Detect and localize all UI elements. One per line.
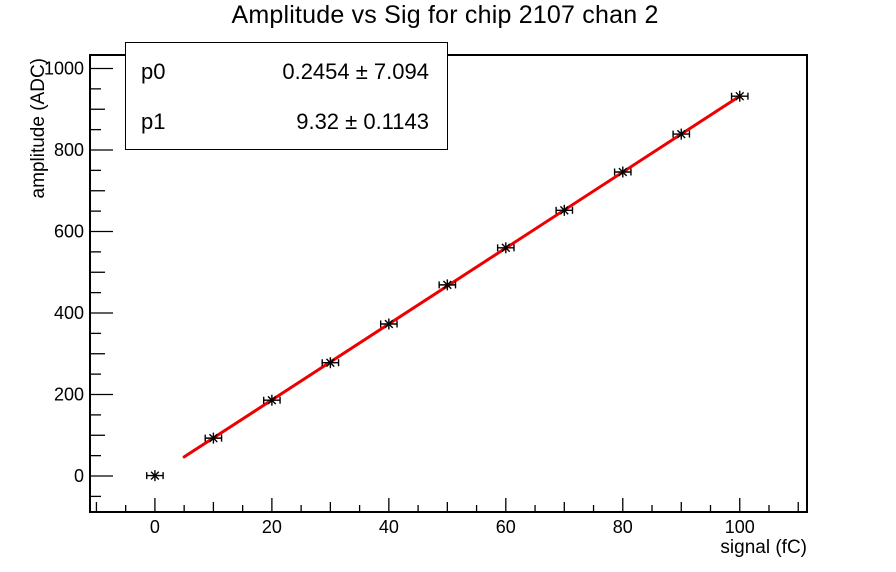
data-point-marker xyxy=(613,166,632,178)
y-tick-label: 0 xyxy=(74,466,84,486)
data-point-marker xyxy=(321,357,340,369)
stats-row-p0: p0 0.2454 ± 7.094 xyxy=(141,52,429,92)
stats-row-p1: p1 9.32 ± 0.1143 xyxy=(141,102,429,142)
x-tick-label: 20 xyxy=(262,517,282,537)
param-value-p1: 9.32 ± 0.1143 xyxy=(296,109,429,134)
plot-frame xyxy=(89,54,808,513)
y-tick-label: 200 xyxy=(54,385,84,405)
x-tick-label: 100 xyxy=(725,517,755,537)
y-tick-label: 800 xyxy=(54,140,84,160)
y-tick-label: 600 xyxy=(54,221,84,241)
param-name-p1: p1 xyxy=(141,109,166,134)
x-axis-title: signal (fC) xyxy=(720,537,807,558)
y-axis-title: amplitude (ADC) xyxy=(28,58,49,198)
data-point-marker xyxy=(496,242,515,254)
x-tick-label: 0 xyxy=(150,517,160,537)
data-point-marker xyxy=(730,90,749,102)
data-point-marker xyxy=(438,279,457,291)
x-tick-label: 40 xyxy=(379,517,399,537)
y-tick-label: 1000 xyxy=(44,58,84,78)
fit-stats-box: p0 0.2454 ± 7.094 p1 9.32 ± 0.1143 xyxy=(125,42,448,150)
data-point-marker xyxy=(555,204,574,216)
fit-line xyxy=(182,94,742,459)
data-points xyxy=(146,90,749,482)
data-point-marker xyxy=(146,470,164,482)
data-point-marker xyxy=(672,128,691,140)
chart-title: Amplitude vs Sig for chip 2107 chan 2 xyxy=(231,1,659,29)
data-point-marker xyxy=(262,394,281,406)
param-name-p0: p0 xyxy=(141,59,166,84)
data-point-marker xyxy=(379,318,398,330)
y-tick-label: 400 xyxy=(54,303,84,323)
x-tick-label: 60 xyxy=(496,517,516,537)
x-tick-label: 80 xyxy=(613,517,633,537)
data-point-marker xyxy=(204,432,223,444)
param-value-p0: 0.2454 ± 7.094 xyxy=(282,59,429,84)
